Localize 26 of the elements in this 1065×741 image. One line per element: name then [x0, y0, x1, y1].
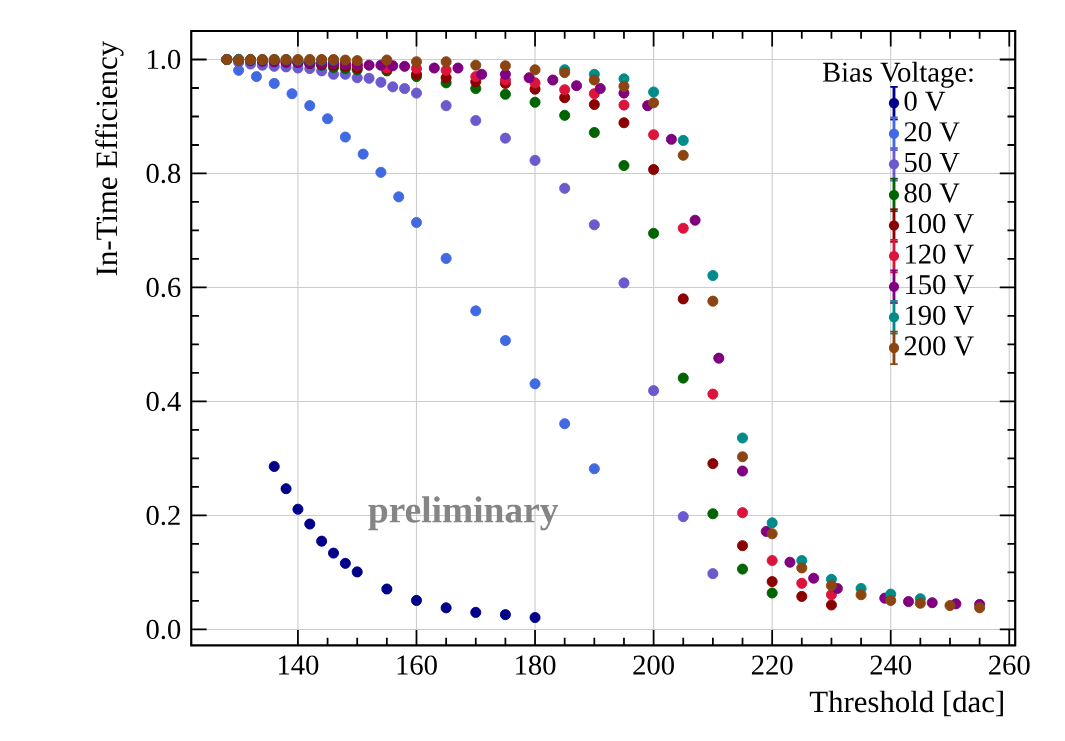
legend-label: 80 V [904, 183, 960, 203]
x-tick-label: 140 [278, 655, 319, 675]
x-tick-label: 180 [516, 655, 556, 675]
legend-label: 120 V [905, 244, 974, 264]
x-tick-label: 240 [870, 655, 912, 675]
legend-label: 20 V [904, 121, 960, 142]
y-axis-title: In-Time Efficiency [95, 40, 124, 276]
y-tick-label: 1.0 [148, 49, 181, 70]
legend-label: 0 V [904, 91, 946, 111]
annotation: preliminary [368, 496, 559, 531]
x-tick-label: 160 [397, 655, 437, 675]
legend-label: 150 V [905, 274, 974, 295]
legend-label: 190 V [905, 305, 974, 325]
x-axis-title: Threshold [dac] [809, 690, 1003, 716]
legend-label: 200 V [904, 336, 974, 356]
x-tick-label: 260 [989, 655, 1030, 675]
y-tick-label: 0.6 [146, 277, 181, 298]
y-tick-label: 0.8 [146, 163, 181, 184]
legend-title: Bias Voltage: [822, 61, 973, 88]
y-tick-label: 0.4 [146, 391, 181, 412]
x-tick-label: 200 [633, 655, 674, 675]
legend-label: 50 V [905, 152, 960, 173]
legend-label: 100 V [905, 213, 974, 234]
y-tick-label: 0.2 [146, 505, 180, 526]
y-tick-label: 0.0 [146, 619, 181, 640]
x-tick-label: 220 [751, 655, 793, 675]
